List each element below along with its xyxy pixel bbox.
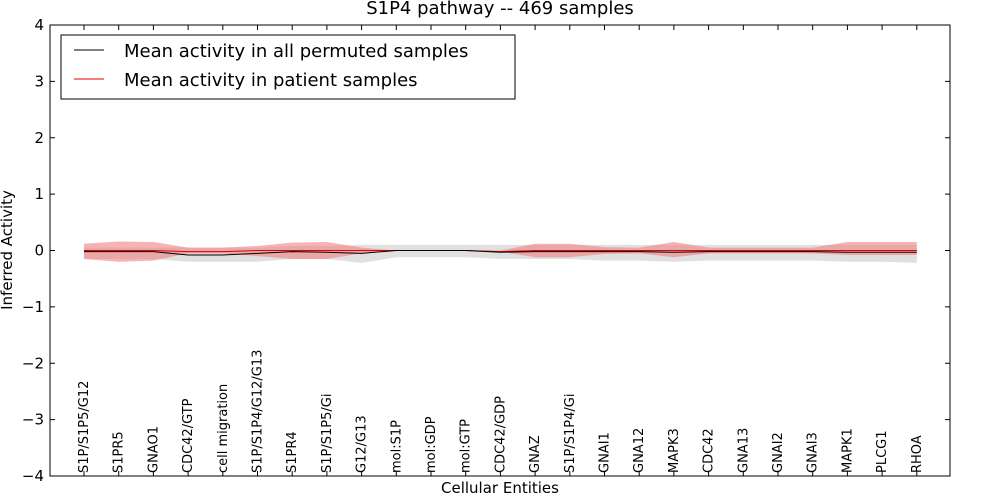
x-tick-label: MAPK3 bbox=[667, 428, 682, 473]
x-tick-label: GNAI3 bbox=[806, 432, 821, 473]
x-axis: S1P/S1P5/G12 S1PR5 GNAO1 CDC42/GTP cell migr… bbox=[77, 25, 925, 476]
x-tick-label: S1P/S1P4/Gi bbox=[563, 394, 578, 473]
y-tick-label: 2 bbox=[34, 129, 44, 147]
x-tick-label: GNA12 bbox=[632, 428, 647, 473]
y-tick-label: 3 bbox=[34, 72, 44, 90]
legend-box bbox=[60, 34, 516, 100]
x-axis-label: Cellular Entities bbox=[441, 479, 559, 497]
x-tick-label: S1P/S1P4/G12/G13 bbox=[251, 350, 266, 473]
legend-label-permuted: Mean activity in all permuted samples bbox=[124, 41, 468, 62]
x-tick-label: S1P/S1P5/G12 bbox=[77, 381, 92, 473]
x-tick-label: GNAZ bbox=[528, 435, 543, 473]
line-patient bbox=[84, 250, 917, 253]
x-tick-label: CDC42/GDP bbox=[493, 396, 508, 473]
x-tick-label: S1P/S1P5/Gi bbox=[320, 394, 335, 473]
x-tick-label: GNAO1 bbox=[146, 426, 161, 473]
band-permuted bbox=[84, 244, 917, 263]
x-tick-label: mol:GTP bbox=[459, 419, 474, 473]
x-tick-label: mol:GDP bbox=[424, 416, 439, 473]
y-tick-label: −2 bbox=[22, 354, 44, 372]
activity-lines bbox=[84, 250, 917, 256]
x-tick-label: CDC42 bbox=[702, 428, 717, 473]
x-tick-label: RHOA bbox=[910, 435, 925, 473]
y-tick-label: 0 bbox=[34, 242, 44, 260]
chart-title: S1P4 pathway -- 469 samples bbox=[366, 0, 634, 19]
y-tick-label: 1 bbox=[34, 185, 44, 203]
y-tick-label: 4 bbox=[34, 16, 44, 34]
y-tick-label: −1 bbox=[22, 298, 44, 316]
legend: Mean activity in all permuted samples Me… bbox=[60, 34, 516, 100]
x-tick-label: MAPK1 bbox=[840, 428, 855, 473]
x-tick-label: PLCG1 bbox=[875, 430, 890, 473]
y-axis-label: Inferred Activity bbox=[0, 190, 16, 310]
x-tick-label: S1PR5 bbox=[112, 431, 127, 473]
x-tick-label: GNAI1 bbox=[598, 432, 613, 473]
x-tick-label: G12/G13 bbox=[355, 415, 370, 473]
x-tick-label: CDC42/GTP bbox=[181, 398, 196, 473]
x-tick-label: mol:S1P bbox=[389, 420, 404, 473]
y-tick-label: −4 bbox=[22, 467, 44, 485]
legend-label-patient: Mean activity in patient samples bbox=[124, 70, 418, 91]
x-tick-label: GNA13 bbox=[736, 428, 751, 473]
x-tick-label: S1PR4 bbox=[285, 431, 300, 473]
line-permuted bbox=[84, 250, 917, 256]
x-tick-label: GNAI2 bbox=[771, 432, 786, 473]
y-axis: 4 3 2 1 0 −1 −2 −3 −4 bbox=[22, 16, 950, 485]
x-tick-label: cell migration bbox=[216, 384, 231, 473]
y-tick-label: −3 bbox=[22, 411, 44, 429]
